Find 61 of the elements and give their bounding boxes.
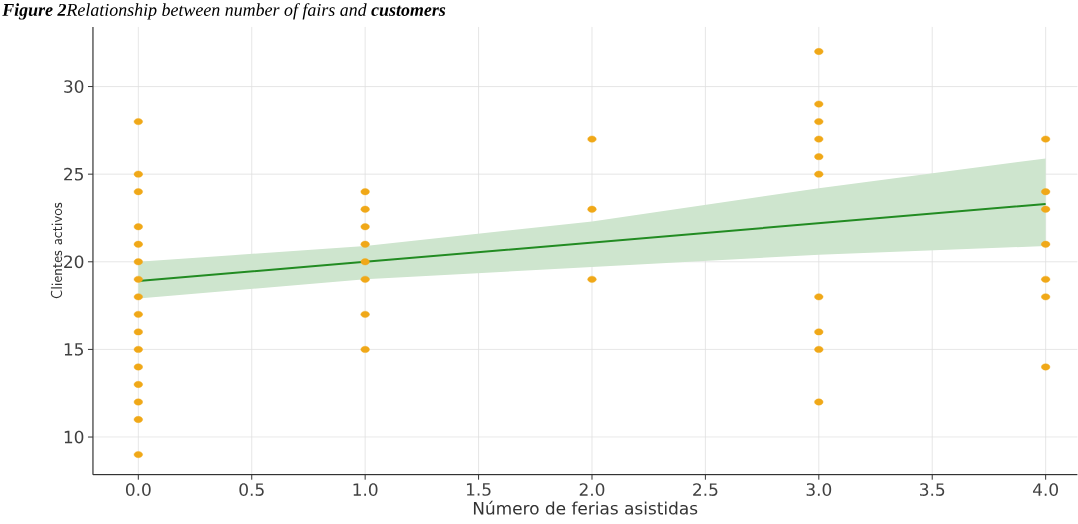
x-tick-label: 0.0: [125, 483, 151, 497]
point: [133, 188, 143, 196]
point: [133, 398, 143, 406]
x-tick-label: 2.0: [579, 483, 605, 497]
point: [814, 293, 824, 301]
point: [133, 170, 143, 178]
chart-title: Figure 2Relationship between number of fairs and customers: [2, 3, 446, 20]
y-axis-title: Clientes activos: [50, 202, 63, 299]
x-tick-label: 4.0: [1033, 483, 1058, 497]
point: [133, 223, 143, 231]
point: [1041, 135, 1051, 143]
point: [360, 346, 370, 353]
point: [133, 451, 143, 459]
point: [133, 241, 143, 248]
point: [1041, 293, 1051, 301]
point: [814, 170, 824, 178]
point: [1041, 241, 1051, 248]
point: [360, 276, 370, 283]
y-tick-label: 25: [64, 167, 83, 181]
point: [360, 223, 370, 231]
point: [360, 188, 370, 196]
point: [814, 398, 824, 406]
point: [133, 276, 143, 283]
point: [133, 258, 143, 266]
point: [814, 100, 824, 108]
x-tick-label: 1.5: [466, 483, 491, 496]
point: [133, 311, 143, 318]
point: [133, 363, 143, 371]
point: [133, 118, 143, 126]
x-tick-label: 0.5: [239, 483, 264, 497]
point: [133, 416, 143, 424]
point: [814, 118, 824, 126]
x-tick-label: 3.0: [806, 483, 832, 497]
point: [133, 293, 143, 301]
y-tick-label: 10: [64, 430, 84, 444]
point: [1041, 276, 1051, 283]
point: [1041, 205, 1051, 213]
point: [360, 258, 370, 266]
x-tick-label: 3.5: [920, 483, 945, 497]
point: [587, 135, 597, 143]
point: [133, 328, 143, 336]
point: [814, 328, 824, 336]
point: [360, 205, 370, 213]
point: [814, 135, 824, 143]
point: [133, 381, 143, 389]
point: [1041, 188, 1051, 196]
point: [814, 153, 824, 161]
point: [814, 48, 824, 56]
x-axis-title: Número de ferias asistidas: [473, 501, 698, 515]
y-tick-label: 20: [64, 255, 84, 269]
point: [360, 311, 370, 318]
point: [133, 346, 143, 353]
x-tick-label: 1.0: [353, 483, 378, 497]
point: [360, 241, 370, 248]
y-tick-label: 30: [64, 80, 84, 94]
point: [587, 276, 597, 283]
point: [587, 205, 597, 213]
point: [1041, 363, 1051, 371]
y-tick-label: 15: [64, 343, 83, 356]
x-tick-label: 2.5: [693, 483, 718, 497]
point: [814, 346, 824, 353]
